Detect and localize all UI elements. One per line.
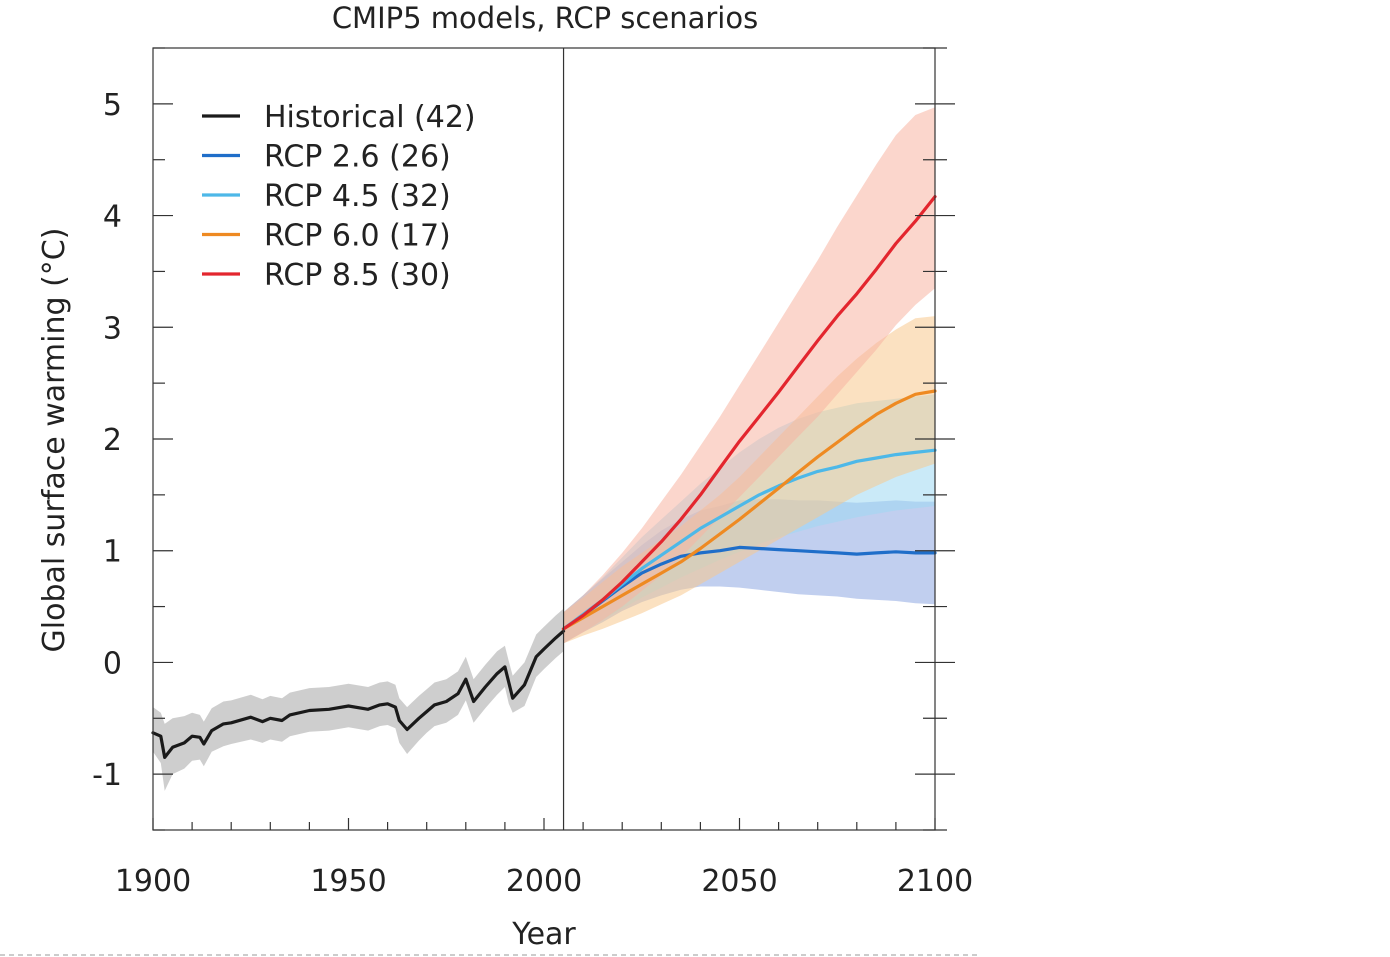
series-line bbox=[561, 389, 937, 631]
legend-label: RCP 6.0 (17) bbox=[264, 219, 451, 254]
x-tick-label: 2000 bbox=[506, 864, 582, 899]
x-tick-labels: 1900 1950 2000 2050 2100 bbox=[115, 864, 973, 899]
y-tick-label: -1 bbox=[92, 758, 122, 793]
legend-label: Historical (42) bbox=[264, 100, 476, 135]
y-tick-label: 5 bbox=[103, 88, 122, 123]
y-tick-label: 1 bbox=[103, 535, 122, 570]
x-tick-label: 1900 bbox=[115, 864, 191, 899]
legend-label: RCP 2.6 (26) bbox=[264, 140, 451, 175]
x-axis-title: Year bbox=[511, 917, 576, 952]
x-tick-label: 2050 bbox=[701, 864, 777, 899]
uncertainty-bands bbox=[153, 107, 935, 791]
legend: Historical (42) RCP 2.6 (26) RCP 4.5 (32) R… bbox=[202, 100, 476, 293]
y-tick-label: 3 bbox=[103, 311, 122, 346]
y-tick-labels: -1 0 1 2 3 4 5 bbox=[92, 88, 122, 793]
x-tick-label: 1950 bbox=[310, 864, 386, 899]
axis-ticks bbox=[152, 47, 955, 831]
legend-label: RCP 8.5 (30) bbox=[264, 258, 451, 293]
chart-title: CMIP5 models, RCP scenarios bbox=[332, 1, 758, 35]
x-tick-label: 2100 bbox=[897, 864, 973, 899]
y-tick-label: 4 bbox=[103, 200, 122, 235]
series-line bbox=[561, 545, 937, 631]
y-tick-label: 2 bbox=[103, 423, 122, 458]
series-line bbox=[151, 629, 566, 760]
y-tick-label: 0 bbox=[103, 646, 122, 681]
series-line bbox=[561, 448, 937, 631]
series-line bbox=[561, 195, 937, 631]
legend-label: RCP 4.5 (32) bbox=[264, 179, 451, 214]
uncertainty-band bbox=[153, 608, 564, 791]
series-lines bbox=[151, 195, 937, 760]
uncertainty-band bbox=[563, 107, 935, 644]
y-axis-title: Global surface warming (°C) bbox=[37, 228, 72, 653]
